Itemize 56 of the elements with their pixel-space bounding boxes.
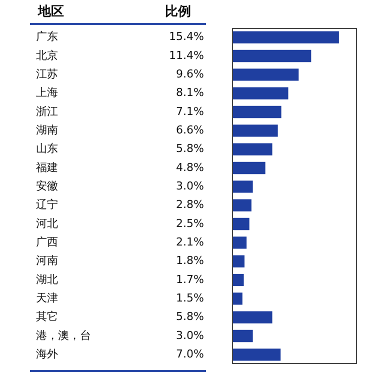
bar	[232, 143, 272, 156]
text: 地区	[37, 4, 64, 20]
data-label: 3.0%	[176, 328, 204, 342]
y-tick-label: 湖南	[36, 124, 58, 137]
data-label: 8.1%	[176, 86, 204, 100]
bar	[232, 218, 250, 230]
bar	[232, 106, 282, 118]
data-label: 15.4%	[169, 30, 204, 44]
bar	[232, 255, 244, 268]
bar	[232, 330, 253, 342]
y-tick-label: 港，澳，台	[36, 328, 91, 342]
y-tick-label: 山东	[36, 142, 58, 156]
bar	[232, 87, 288, 100]
y-tick-label: 北京	[36, 48, 58, 62]
text: 比例	[165, 4, 191, 20]
bar	[232, 292, 242, 305]
data-label: 11.4%	[169, 48, 204, 62]
y-tick-label: 天津	[36, 292, 58, 305]
bar	[232, 50, 312, 62]
data-label: 7.1%	[176, 104, 204, 118]
y-tick-label: 广东	[36, 30, 58, 44]
y-tick-label: 安徽	[36, 180, 58, 193]
y-tick-label: 广西	[36, 236, 58, 249]
data-label: 5.8%	[176, 310, 204, 324]
data-label: 2.5%	[176, 216, 204, 230]
bar	[232, 199, 252, 212]
y-tick-label: 上海	[36, 86, 58, 100]
data-label: 4.8%	[176, 160, 204, 174]
bar	[232, 311, 272, 324]
y-tick-label: 河南	[36, 254, 58, 268]
data-label: 1.5%	[176, 292, 204, 305]
bar	[232, 236, 247, 249]
data-label: 3.0%	[176, 180, 204, 193]
y-tick-label: 福建	[36, 160, 58, 174]
data-label: 9.6%	[176, 68, 204, 81]
y-tick-label: 其它	[36, 310, 58, 324]
bar	[232, 162, 266, 174]
data-label: 1.8%	[176, 254, 204, 268]
data-label: 2.8%	[176, 198, 204, 212]
y-tick-label: 河北	[36, 216, 58, 230]
y-tick-label: 辽宁	[36, 198, 58, 212]
y-tick-label: 湖北	[36, 272, 58, 286]
data-label: 1.7%	[176, 272, 204, 286]
bar	[232, 68, 299, 81]
y-tick-label: 海外	[36, 348, 58, 361]
data-label: 7.0%	[176, 348, 204, 361]
data-label: 6.6%	[176, 124, 204, 137]
y-tick-label: 浙江	[36, 104, 58, 118]
bar	[232, 124, 278, 137]
y-tick-label: 江苏	[36, 68, 58, 81]
bar	[232, 348, 281, 361]
bar	[232, 31, 339, 44]
bar	[232, 180, 253, 193]
data-label: 2.1%	[176, 236, 204, 249]
bar	[232, 274, 244, 286]
data-label: 5.8%	[176, 142, 204, 156]
